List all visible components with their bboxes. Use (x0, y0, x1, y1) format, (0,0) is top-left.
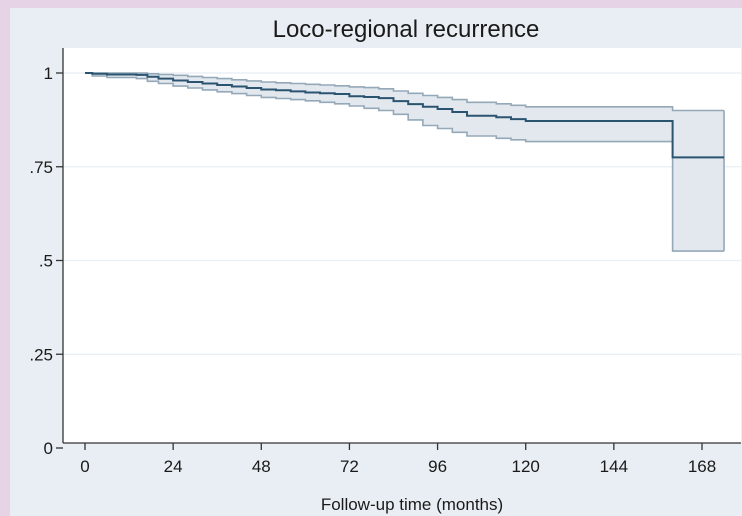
y-tick-label: 0 (44, 439, 53, 458)
x-tick-label: 144 (600, 457, 628, 476)
survival-curve (85, 72, 724, 159)
y-tick-label: .5 (39, 252, 53, 271)
x-axis-title: Follow-up time (months) (321, 495, 503, 514)
gridlines (63, 72, 741, 355)
y-tick-label: .25 (29, 345, 53, 364)
x-tick-label: 96 (428, 457, 447, 476)
y-tick-label: 1 (44, 64, 53, 83)
chart-title: Loco-regional recurrence (273, 16, 540, 43)
confidence-band (85, 72, 725, 252)
x-tick-label: 120 (512, 457, 540, 476)
y-tick-label: .75 (29, 158, 53, 177)
x-tick-label: 168 (688, 457, 716, 476)
x-tick-label: 0 (80, 457, 89, 476)
x-tick-label: 72 (340, 457, 359, 476)
ci-upper-line (85, 72, 724, 112)
x-tick-label: 48 (252, 457, 271, 476)
survival-line (85, 72, 724, 159)
ci-band-fill (85, 73, 724, 252)
chart-frame: Loco-regional recurrence 0 .25 .5 .75 1 0 24 48… (10, 8, 742, 516)
km-chart: Loco-regional recurrence 0 .25 .5 .75 1 0 24 48… (29, 16, 741, 514)
axes: 0 .25 .5 .75 1 0 24 48 72 96 120 144 168 (29, 48, 741, 476)
ci-lower-line (85, 72, 724, 252)
x-tick-label: 24 (164, 457, 183, 476)
